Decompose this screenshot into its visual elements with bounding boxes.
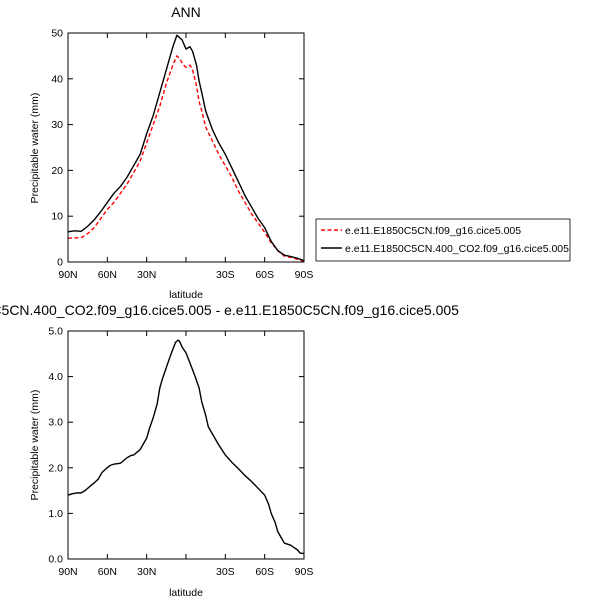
- top-x-tick-label: 90S: [295, 269, 314, 281]
- top-y-tick-label: 0: [57, 257, 63, 269]
- bottom-plot-frame: [67, 330, 305, 560]
- top-x-tick-label: 60N: [98, 269, 117, 281]
- bottom-y-axis-label: Precipitable water (mm): [29, 390, 41, 501]
- legend: e.e11.E1850C5CN.f09_g16.cice5.005 e.e11.…: [315, 218, 571, 262]
- top-y-axis-label: Precipitable water (mm): [29, 93, 41, 204]
- top-x-tick-label: 30N: [137, 269, 156, 281]
- bottom-y-tick-label: 4.0: [48, 371, 63, 383]
- bottom-series-lines: [67, 339, 305, 555]
- bottom-axis-ticks: 90N 60N 30N 30S 60S 90S 0.0 1.0 2.0 3.0 4.0 5.0: [48, 326, 313, 579]
- bottom-y-tick-label: 1.0: [48, 508, 63, 520]
- legend-label-co2: e.e11.E1850C5CN.400_CO2.f09_g16.cice5.00…: [345, 243, 569, 255]
- bottom-x-tick-label: 90S: [295, 566, 314, 578]
- top-x-tick-label: 30S: [216, 269, 235, 281]
- bottom-x-tick-label: 30N: [137, 566, 156, 578]
- top-series-line-1: [67, 34, 305, 262]
- bottom-chart-title: e.e11.E1850C5CN.400_CO2.f09_g16.cice5.00…: [0, 302, 459, 318]
- bottom-series-line-0: [67, 339, 305, 555]
- top-y-tick-label: 50: [51, 28, 63, 40]
- bottom-panel: e.e11.E1850C5CN.400_CO2.f09_g16.cice5.00…: [0, 302, 459, 599]
- top-y-tick-label: 30: [51, 119, 63, 131]
- bottom-y-tick-label: 0.0: [48, 554, 63, 566]
- top-panel: ANN Precipitable water (mm) latitude 90N…: [29, 4, 313, 301]
- bottom-y-tick-label: 5.0: [48, 326, 63, 338]
- top-x-axis-label: latitude: [169, 289, 203, 301]
- bottom-x-tick-label: 90N: [58, 566, 77, 578]
- top-x-tick-label: 90N: [58, 269, 77, 281]
- top-y-tick-label: 10: [51, 211, 63, 223]
- top-plot-frame: [67, 32, 305, 263]
- top-x-tick-label: 60S: [255, 269, 274, 281]
- bottom-y-tick-label: 3.0: [48, 417, 63, 429]
- bottom-x-tick-label: 60N: [98, 566, 117, 578]
- bottom-y-tick-label: 2.0: [48, 462, 63, 474]
- bottom-x-tick-label: 30S: [216, 566, 235, 578]
- top-y-tick-label: 40: [51, 73, 63, 85]
- legend-box: [315, 218, 571, 262]
- top-series-lines: [67, 34, 305, 263]
- legend-label-control: e.e11.E1850C5CN.f09_g16.cice5.005: [345, 225, 521, 237]
- top-y-tick-label: 20: [51, 165, 63, 177]
- top-axis-ticks: 90N 60N 30N 30S 60S 90S 0 10 20 30 40 50: [51, 28, 313, 282]
- top-series-line-0: [67, 55, 305, 263]
- bottom-x-axis-label: latitude: [169, 587, 203, 599]
- bottom-x-tick-label: 60S: [255, 566, 274, 578]
- top-chart-title: ANN: [171, 4, 201, 20]
